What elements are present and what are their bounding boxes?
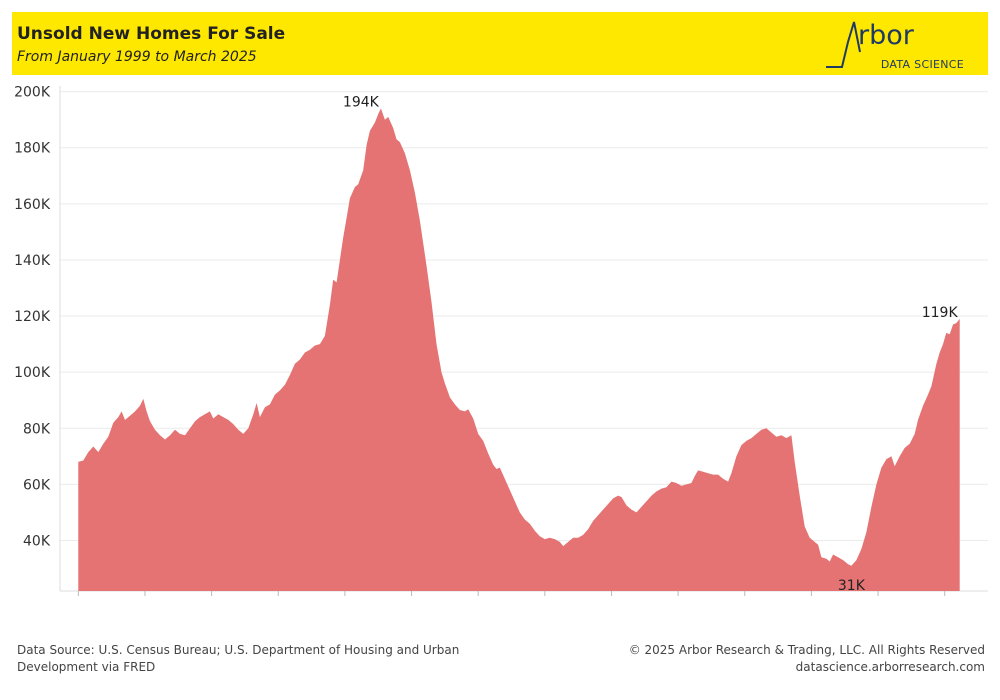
data-source-line2: Development via FRED: [17, 660, 156, 674]
data-source-line1: Data Source: U.S. Census Bureau; U.S. De…: [17, 643, 460, 657]
y-tick-label: 40K: [23, 534, 51, 550]
logo-subtext: DATA SCIENCE: [880, 58, 964, 71]
logo-wordmark: rbor: [858, 20, 914, 51]
area-chart: 40K60K80K100K120K140K160K180K200K1999200…: [14, 85, 988, 596]
data-source: Data Source: U.S. Census Bureau; U.S. De…: [17, 642, 487, 676]
chart-title: Unsold New Homes For Sale: [17, 24, 286, 44]
y-tick-label: 200K: [14, 85, 51, 101]
data-label: 119K: [922, 305, 959, 321]
y-tick-label: 60K: [23, 477, 51, 493]
copyright-text: © 2025 Arbor Research & Trading, LLC. Al…: [628, 643, 985, 657]
y-tick-label: 120K: [14, 309, 51, 325]
arbor-logo-mark: [826, 21, 861, 68]
unsold-homes-area: [78, 108, 960, 592]
y-tick-label: 140K: [14, 253, 51, 269]
arbor-logo: rbor DATA SCIENCE: [826, 18, 966, 72]
y-tick-label: 100K: [14, 365, 51, 381]
header-banner: Unsold New Homes For Sale From January 1…: [12, 12, 988, 75]
website-link[interactable]: datascience.arborresearch.com: [795, 660, 985, 674]
y-tick-label: 160K: [14, 197, 51, 213]
chart-subtitle: From January 1999 to March 2025: [17, 49, 257, 65]
data-label: 31K: [838, 578, 866, 594]
copyright-block: © 2025 Arbor Research & Trading, LLC. Al…: [629, 642, 985, 676]
y-tick-label: 80K: [23, 421, 51, 437]
data-label: 194K: [343, 94, 380, 110]
y-tick-label: 180K: [14, 141, 51, 157]
